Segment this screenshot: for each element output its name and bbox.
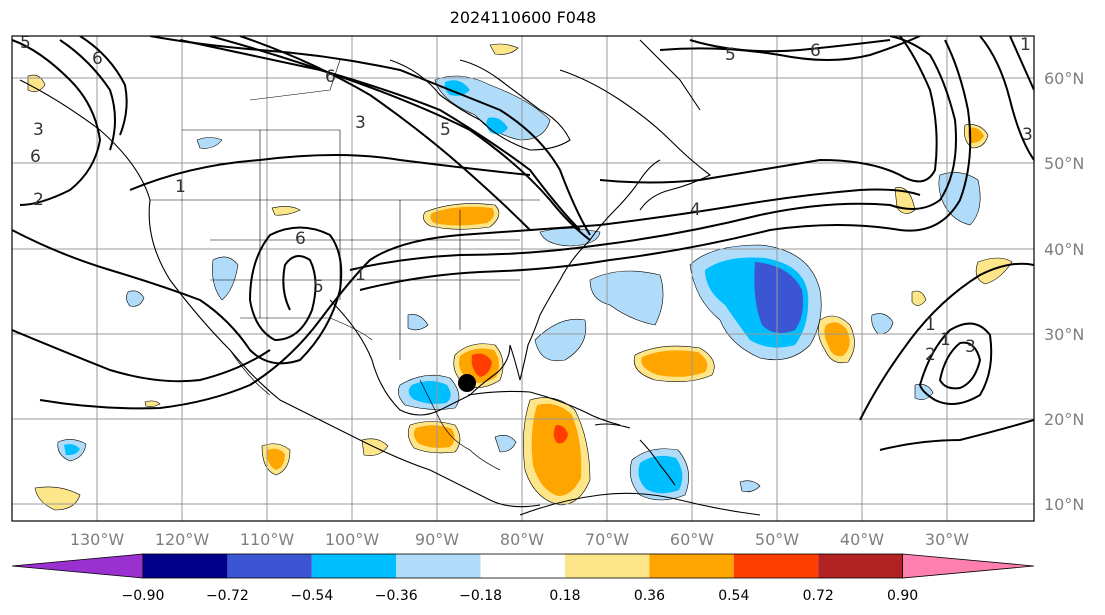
contour-label: 6 (92, 49, 103, 69)
lon-label: 100°W (325, 530, 380, 549)
lat-label: 60°N (1044, 69, 1084, 88)
contour-label: 1 (355, 265, 366, 285)
lon-label: 30°W (925, 530, 969, 549)
storm-position-marker (458, 374, 476, 392)
colorbar-segment (311, 554, 397, 578)
colorbar-segment (480, 554, 565, 578)
colorbar-tick-label: −0.54 (290, 588, 333, 604)
contour-label: 3 (355, 113, 366, 133)
colorbar: −0.90 −0.72 −0.54 −0.36 −0.18 0.18 0.36 … (11, 553, 1035, 604)
contour-label: 1 (175, 177, 186, 197)
lon-label: 90°W (415, 530, 459, 549)
contour-label: 2 (33, 190, 44, 210)
colorbar-segment (396, 554, 481, 578)
contour-label: 6 (325, 67, 336, 87)
lat-label: 50°N (1044, 154, 1084, 173)
colorbar-tick-label: −0.90 (122, 588, 165, 604)
colorbar-tick-label: 0.18 (549, 588, 580, 604)
lon-label: 40°W (840, 530, 884, 549)
lon-label: 60°W (670, 530, 714, 549)
colorbar-segment (227, 554, 312, 578)
contour-lines (12, 36, 1034, 451)
contour-label: 4 (690, 200, 701, 220)
colorbar-tick-label: 0.90 (887, 588, 918, 604)
map-frame (11, 35, 1035, 522)
colorbar-segment (649, 554, 734, 578)
longitude-labels: 130°W 120°W 110°W 100°W 90°W 80°W 70°W 6… (70, 530, 969, 549)
lat-label: 10°N (1044, 495, 1084, 514)
contour-label: 6 (30, 147, 41, 167)
contour-label: 1 (1020, 35, 1031, 55)
colorbar-segment (902, 553, 1035, 579)
contour-label: 3 (965, 337, 976, 357)
lon-label: 70°W (585, 530, 629, 549)
lat-label: 30°N (1044, 325, 1084, 344)
colorbar-segment (565, 554, 650, 578)
colorbar-tick-label: −0.72 (206, 588, 249, 604)
contour-label: 5 (440, 120, 451, 140)
colorbar-tick-label: 0.54 (718, 588, 749, 604)
coastlines (19, 39, 761, 516)
lat-label: 20°N (1044, 410, 1084, 429)
lon-label: 120°W (155, 530, 210, 549)
lon-label: 110°W (240, 530, 295, 549)
contour-labels: 5 6 3 6 6 5 1 2 3 1 6 5 1 4 1 2 3 1 5 3 … (20, 33, 1033, 365)
colorbar-tick-label: −0.36 (375, 588, 418, 604)
contour-label: 5 (20, 33, 31, 53)
map-title: 2024110600 F048 (449, 8, 597, 27)
lat-label: 40°N (1044, 240, 1084, 259)
colorbar-tick-label: 0.36 (634, 588, 665, 604)
lon-label: 50°W (755, 530, 799, 549)
colorbar-tick-label: −0.18 (459, 588, 502, 604)
colorbar-segment (818, 554, 903, 578)
contour-label: 3 (1022, 125, 1033, 145)
anomaly-fill-layer (27, 43, 1013, 511)
colorbar-segment (733, 554, 819, 578)
contour-label: 2 (925, 345, 936, 365)
colorbar-tick-label: 0.72 (803, 588, 834, 604)
contour-label: 5 (313, 277, 324, 297)
colorbar-segment (11, 553, 144, 579)
colorbar-segment (143, 554, 228, 578)
contour-label: 6 (810, 41, 821, 61)
contour-label: 1 (925, 315, 936, 335)
lon-label: 80°W (500, 530, 544, 549)
contour-label: 6 (295, 229, 306, 249)
contour-label: 3 (33, 120, 44, 140)
contour-label: 5 (725, 45, 736, 65)
contour-label: 1 (940, 330, 951, 350)
latitude-labels: 60°N 50°N 40°N 30°N 20°N 10°N (1044, 69, 1084, 514)
lon-label: 130°W (70, 530, 125, 549)
